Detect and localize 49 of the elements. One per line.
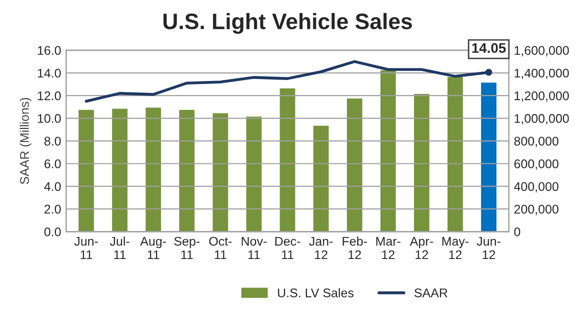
y2-tick-label: 800,000: [514, 136, 558, 148]
bar: [446, 76, 464, 232]
y2-tick-label: 600,000: [514, 159, 558, 170]
y2-tick-label: 400,000: [514, 182, 558, 192]
bar: [77, 108, 96, 232]
y-axis-title: SAAR (Millions): [20, 98, 32, 184]
y2-tick-label: 1,200,000: [514, 91, 569, 102]
x-tick-label: Jan- 12: [309, 236, 333, 260]
legend-label: U.S. LV Sales: [278, 288, 354, 298]
y2-tick-label: 200,000: [514, 204, 558, 216]
y-tick-label: 6.0: [44, 159, 61, 168]
bar: [244, 115, 264, 232]
bar: [346, 97, 364, 232]
bar: [278, 86, 297, 232]
bar: [412, 92, 431, 232]
x-tick-label: Sep- 11: [174, 236, 200, 260]
y-tick-label: 4.0: [44, 182, 61, 191]
bar: [480, 81, 498, 232]
y-tick-label: 12.0: [38, 91, 61, 100]
bar: [144, 106, 162, 232]
y2-tick-label: 0: [514, 227, 520, 236]
data-label: 14.05: [472, 43, 506, 53]
x-tick-label: Jul- 11: [110, 236, 130, 260]
x-tick-label: Apr- 12: [410, 236, 433, 260]
x-tick-label: Jun- 11: [74, 236, 98, 260]
y-tick-label: 16.0: [38, 46, 61, 55]
x-tick-label: Aug- 11: [140, 236, 166, 260]
chart-title: U.S. Light Vehicle Sales: [163, 12, 412, 34]
y-tick-label: 8.0: [44, 136, 61, 146]
y-tick-label: 0.0: [44, 227, 61, 236]
y-tick-label: 2.0: [44, 204, 61, 214]
y-tick-label: 10.0: [38, 114, 61, 123]
bar: [178, 108, 196, 232]
bar: [211, 112, 230, 232]
y-tick-label: 14.0: [38, 68, 61, 78]
x-tick-label: Dec- 11: [275, 236, 300, 260]
y2-tick-label: 1,600,000: [514, 46, 569, 56]
bar: [379, 68, 398, 232]
bar: [110, 107, 129, 232]
legend-label: SAAR: [414, 288, 448, 298]
y2-tick-label: 1,000,000: [514, 114, 569, 124]
y2-tick-label: 1,400,000: [514, 68, 569, 80]
x-tick-label: Jun- 12: [476, 236, 500, 260]
x-tick-label: Feb- 12: [342, 236, 367, 260]
x-tick-label: Mar- 12: [376, 236, 400, 260]
x-tick-label: May- 12: [442, 236, 469, 260]
x-tick-label: Nov- 11: [242, 236, 267, 260]
bar: [312, 124, 330, 232]
x-tick-label: Oct- 11: [209, 236, 232, 260]
